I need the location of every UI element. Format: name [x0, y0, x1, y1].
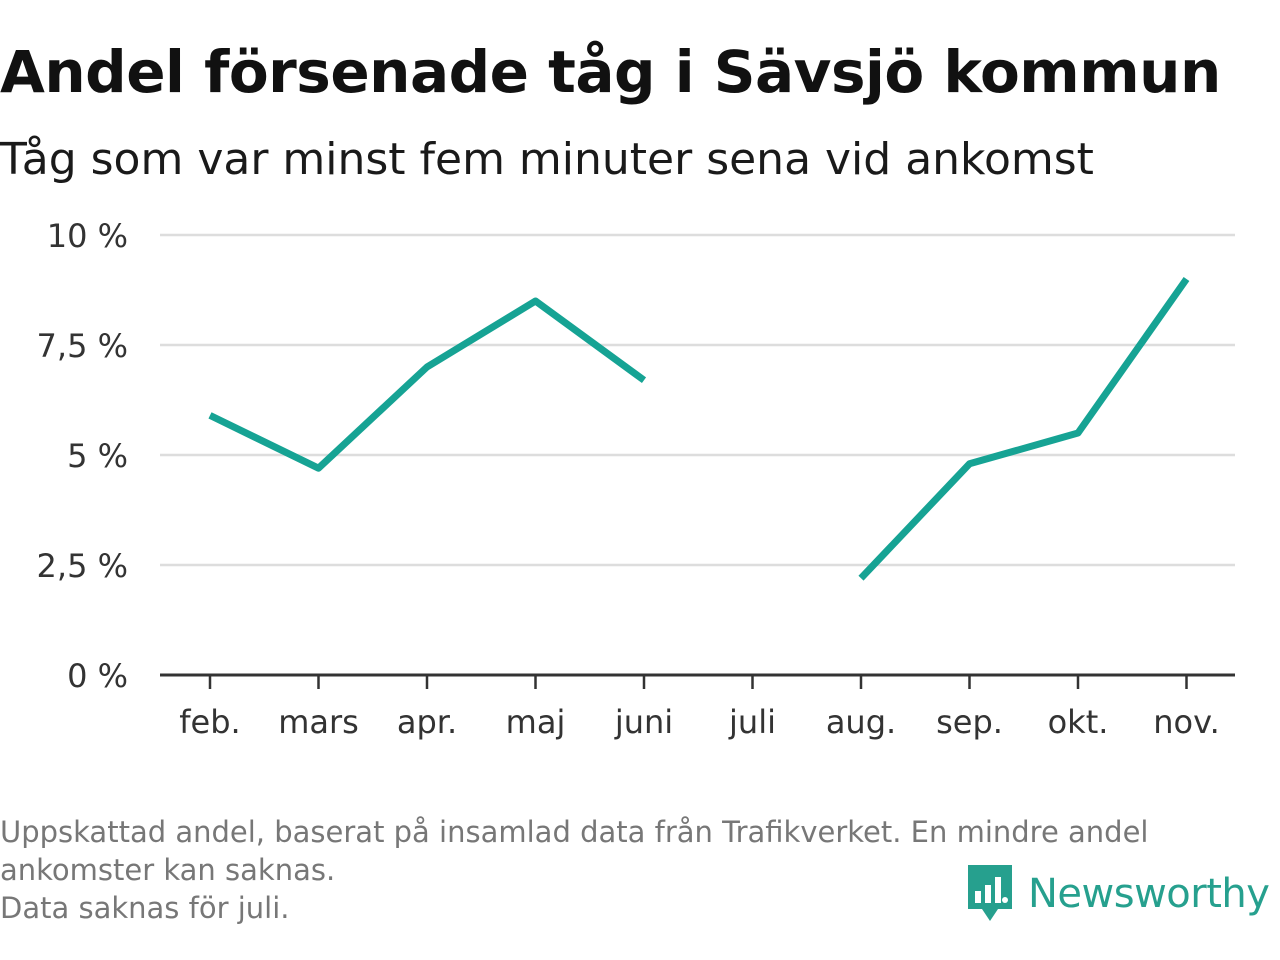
chart-title: Andel försenade tåg i Sävsjö kommun: [0, 38, 1221, 106]
x-tick-label: apr.: [397, 703, 457, 741]
y-tick-label: 0 %: [67, 657, 128, 695]
x-tick-label: juli: [728, 703, 776, 741]
gridlines: [160, 233, 1235, 567]
x-tick-label: nov.: [1153, 703, 1219, 741]
y-tick-label: 2,5 %: [37, 547, 128, 585]
x-tick-label: okt.: [1048, 703, 1109, 741]
series-line: [858, 276, 1190, 581]
footnote-line: ankomster kan saknas.: [0, 853, 336, 887]
brand: Newsworthy: [964, 862, 1270, 926]
y-tick-label: 7,5 %: [37, 327, 128, 365]
brand-name: Newsworthy: [1028, 871, 1270, 917]
chart-subtitle: Tåg som var minst fem minuter sena vid a…: [0, 134, 1094, 185]
y-tick-label: 5 %: [67, 437, 128, 475]
x-tick-label: mars: [278, 703, 359, 741]
x-tick-label: feb.: [179, 703, 240, 741]
x-tick-label: maj: [506, 703, 566, 741]
footnote-line: Uppskattad andel, baserat på insamlad da…: [0, 815, 1149, 849]
footnote-line: Data saknas för juli.: [0, 891, 290, 925]
line-chart: 0 % 2,5 % 5 % 7,5 % 10 % feb. mars apr. maj juni…: [37, 217, 1235, 741]
x-axis: feb. mars apr. maj juni juli aug. sep. okt. nov.: [160, 673, 1235, 741]
series-line: [208, 297, 647, 472]
footnote: Uppskattad andel, baserat på insamlad da…: [0, 813, 1270, 927]
x-tick-label: juni: [614, 703, 673, 741]
newsworthy-logo-icon: [968, 865, 1012, 921]
series-lines: [208, 276, 1190, 581]
y-axis: 0 % 2,5 % 5 % 7,5 % 10 %: [37, 217, 128, 695]
y-tick-label: 10 %: [47, 217, 128, 255]
x-tick-label: sep.: [936, 703, 1003, 741]
x-tick-label: aug.: [826, 703, 896, 741]
